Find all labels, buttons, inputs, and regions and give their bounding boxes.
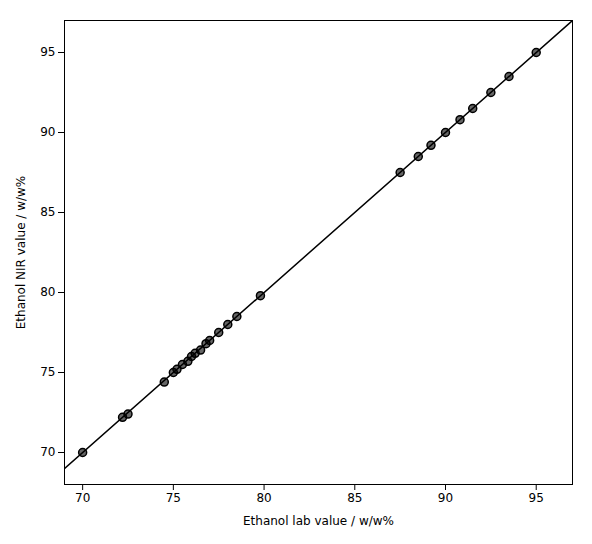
svg-text:80: 80 xyxy=(256,491,271,505)
svg-text:80: 80 xyxy=(40,285,55,299)
svg-text:85: 85 xyxy=(347,491,362,505)
svg-text:Ethanol NIR value / w/w%: Ethanol NIR value / w/w% xyxy=(14,176,28,330)
svg-text:90: 90 xyxy=(438,491,453,505)
svg-text:70: 70 xyxy=(40,445,55,459)
svg-text:90: 90 xyxy=(40,125,55,139)
svg-text:75: 75 xyxy=(166,491,181,505)
svg-text:70: 70 xyxy=(75,491,90,505)
svg-text:85: 85 xyxy=(40,205,55,219)
svg-text:75: 75 xyxy=(40,365,55,379)
svg-text:95: 95 xyxy=(529,491,544,505)
svg-text:Ethanol lab value / w/w%: Ethanol lab value / w/w% xyxy=(243,514,394,528)
svg-text:95: 95 xyxy=(40,45,55,59)
